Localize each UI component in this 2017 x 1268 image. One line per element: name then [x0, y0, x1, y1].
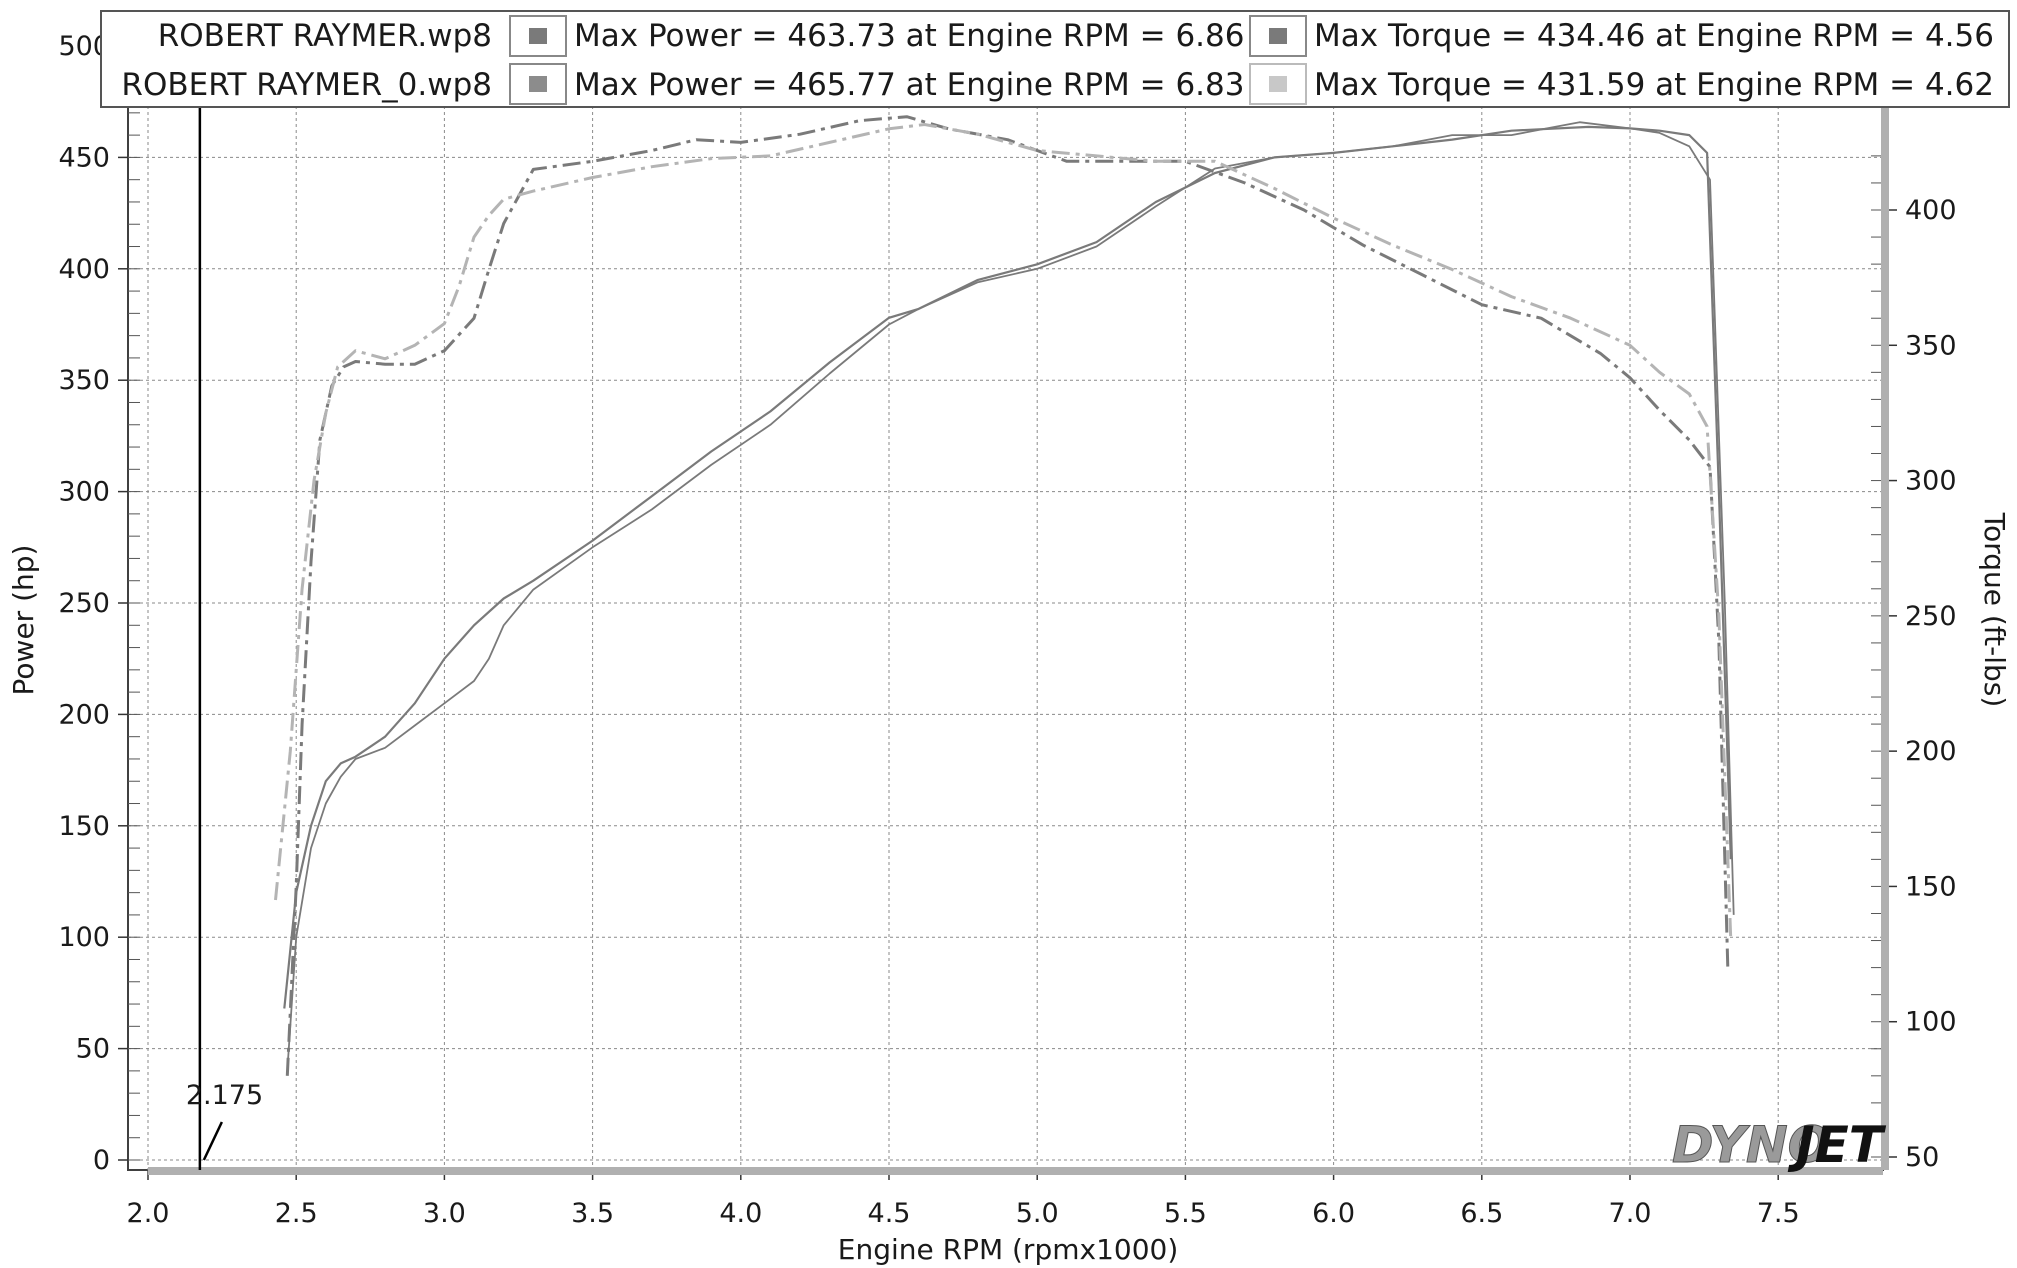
- x-tick-label: 5.5: [1164, 1198, 1207, 1229]
- y-tick-label: 400: [58, 254, 110, 285]
- y2-tick-label: 400: [1905, 195, 1957, 226]
- y-axis-title-right: Torque (ft-lbs): [1978, 512, 2011, 708]
- y2-axis-band: [1881, 100, 1889, 1170]
- y2-tick-label: 100: [1905, 1007, 1957, 1038]
- y2-tick-label: 350: [1905, 330, 1957, 361]
- logo-jet: JET: [1787, 1116, 1887, 1174]
- y-tick-label: 200: [58, 699, 110, 730]
- legend-file-2: ROBERT RAYMER_0.wp8: [121, 67, 492, 103]
- y-tick-label: 450: [58, 142, 110, 173]
- y2-tick-label: 300: [1905, 466, 1957, 497]
- y-tick-label: 350: [58, 365, 110, 396]
- y2-tick-label: 200: [1905, 736, 1957, 767]
- grid: [128, 100, 1883, 1170]
- series-line-torque-run1: [285, 115, 1730, 1076]
- y-axis-title-left: Power (hp): [7, 545, 40, 696]
- x-tick-label: 4.5: [868, 1198, 911, 1229]
- x-tick-label: 7.5: [1757, 1198, 1800, 1229]
- legend-power-2: Max Power = 465.77 at Engine RPM = 6.83: [574, 67, 1244, 103]
- legend-swatch-power-2-fill: [529, 76, 547, 92]
- series-line-power-run2: [286, 121, 1735, 1071]
- x-tick-label: 6.0: [1312, 1198, 1355, 1229]
- y-tick-label: 50: [76, 1034, 110, 1065]
- legend-swatch-torque-1-fill: [1269, 28, 1287, 44]
- x-tick-label: 2.5: [275, 1198, 318, 1229]
- x-axis-title: Engine RPM (rpmx1000): [838, 1233, 1179, 1266]
- y-tick-label: 300: [58, 477, 110, 508]
- legend-swatch-torque-2-fill: [1269, 76, 1287, 92]
- series-layer: [274, 115, 1735, 1076]
- x-tick-label: 6.5: [1460, 1198, 1503, 1229]
- x-axis-band: [148, 1167, 1883, 1175]
- dynojet-logo: DYNO JET: [1672, 1116, 1887, 1175]
- rpm-marker-label: 2.175: [186, 1080, 263, 1111]
- plot-background: [127, 99, 1884, 1171]
- series-line-torque-run2: [274, 123, 1733, 941]
- y-tick-label: 100: [58, 922, 110, 953]
- y2-tick-label: 150: [1905, 871, 1957, 902]
- legend-box: [100, 10, 2010, 108]
- legend-swatch-power-1-fill: [529, 28, 547, 44]
- x-tick-label: 5.0: [1016, 1198, 1059, 1229]
- legend: ROBERT RAYMER.wp8 ROBERT RAYMER_0.wp8 Ma…: [100, 10, 2010, 108]
- x-tick-label: 4.0: [719, 1198, 762, 1229]
- legend-file-1: ROBERT RAYMER.wp8: [158, 18, 492, 54]
- series-line-power-run1: [283, 125, 1732, 1009]
- x-tick-label: 7.0: [1609, 1198, 1652, 1229]
- x-tick-label: 3.5: [571, 1198, 614, 1229]
- legend-torque-2: Max Torque = 431.59 at Engine RPM = 4.62: [1314, 67, 1994, 103]
- rpm-marker-arrow: [202, 1121, 223, 1161]
- x-tick-label: 3.0: [423, 1198, 466, 1229]
- axes: 2.0 2.5 3.0 3.5 4.0 4.5 5.0 5.5 6.0 6.5 7.0 7.5 0 50 1…: [58, 31, 1956, 1229]
- y-tick-label: 0: [93, 1145, 110, 1176]
- legend-power-1: Max Power = 463.73 at Engine RPM = 6.86: [574, 18, 1244, 54]
- y-tick-label: 150: [58, 811, 110, 842]
- y-tick-label: 250: [58, 588, 110, 619]
- x-tick-label: 2.0: [127, 1198, 170, 1229]
- legend-torque-1: Max Torque = 434.46 at Engine RPM = 4.56: [1314, 18, 1994, 54]
- y2-tick-label: 250: [1905, 601, 1957, 632]
- y2-tick-label: 50: [1905, 1142, 1939, 1173]
- logo-dyno: DYNO: [1672, 1116, 1830, 1174]
